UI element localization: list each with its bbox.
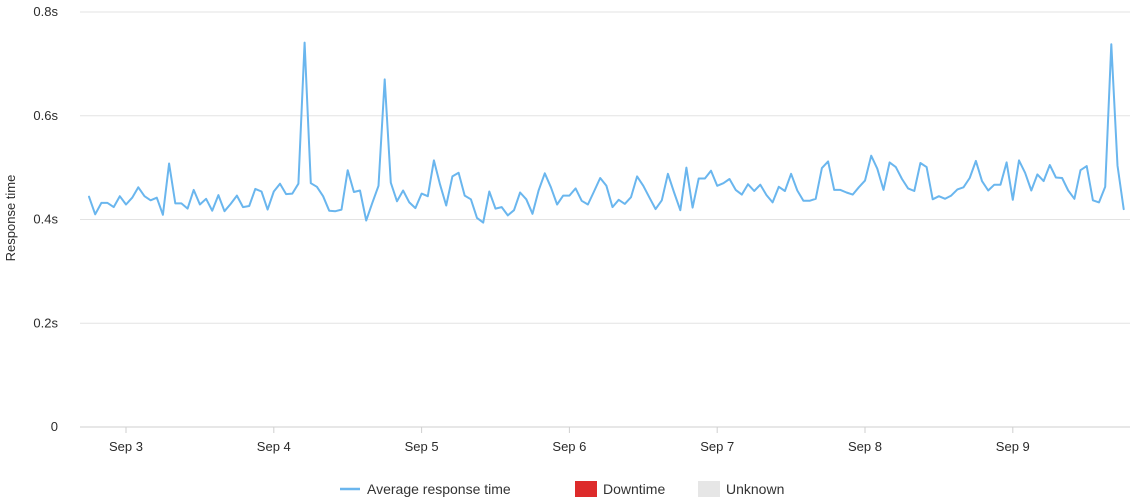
y-tick-label: 0.8s [33, 4, 58, 19]
y-tick-label: 0.2s [33, 315, 58, 330]
legend-label: Unknown [726, 481, 784, 497]
series-line-average-response-time [88, 41, 1125, 224]
legend-label: Downtime [603, 481, 665, 497]
x-tick-label: Sep 9 [996, 439, 1030, 454]
series-layer [88, 41, 1125, 224]
x-tick-label: Sep 7 [700, 439, 734, 454]
legend-item-unknown[interactable]: Unknown [698, 481, 784, 497]
x-tick-label: Sep 6 [552, 439, 586, 454]
y-axis-title: Response time [3, 175, 18, 262]
x-axis-ticks: Sep 3 Sep 4 Sep 5 Sep 6 Sep 7 Sep 8 Sep 9 [109, 427, 1030, 454]
legend-item-downtime[interactable]: Downtime [575, 481, 665, 497]
y-axis-ticks: 0 0.2s 0.4s 0.6s 0.8s [33, 4, 58, 434]
legend-box-swatch [575, 481, 597, 497]
x-tick-label: Sep 8 [848, 439, 882, 454]
y-tick-label: 0.4s [33, 212, 58, 227]
grid-lines [80, 11, 1130, 428]
x-tick-label: Sep 5 [405, 439, 439, 454]
y-tick-label: 0.6s [33, 108, 58, 123]
legend-item-average-response-time[interactable]: Average response time [340, 481, 511, 497]
y-tick-label: 0 [51, 419, 58, 434]
x-tick-label: Sep 3 [109, 439, 143, 454]
legend-label: Average response time [367, 481, 511, 497]
x-tick-label: Sep 4 [257, 439, 291, 454]
legend[interactable]: Average response time Downtime Unknown [340, 481, 784, 497]
legend-box-swatch [698, 481, 720, 497]
